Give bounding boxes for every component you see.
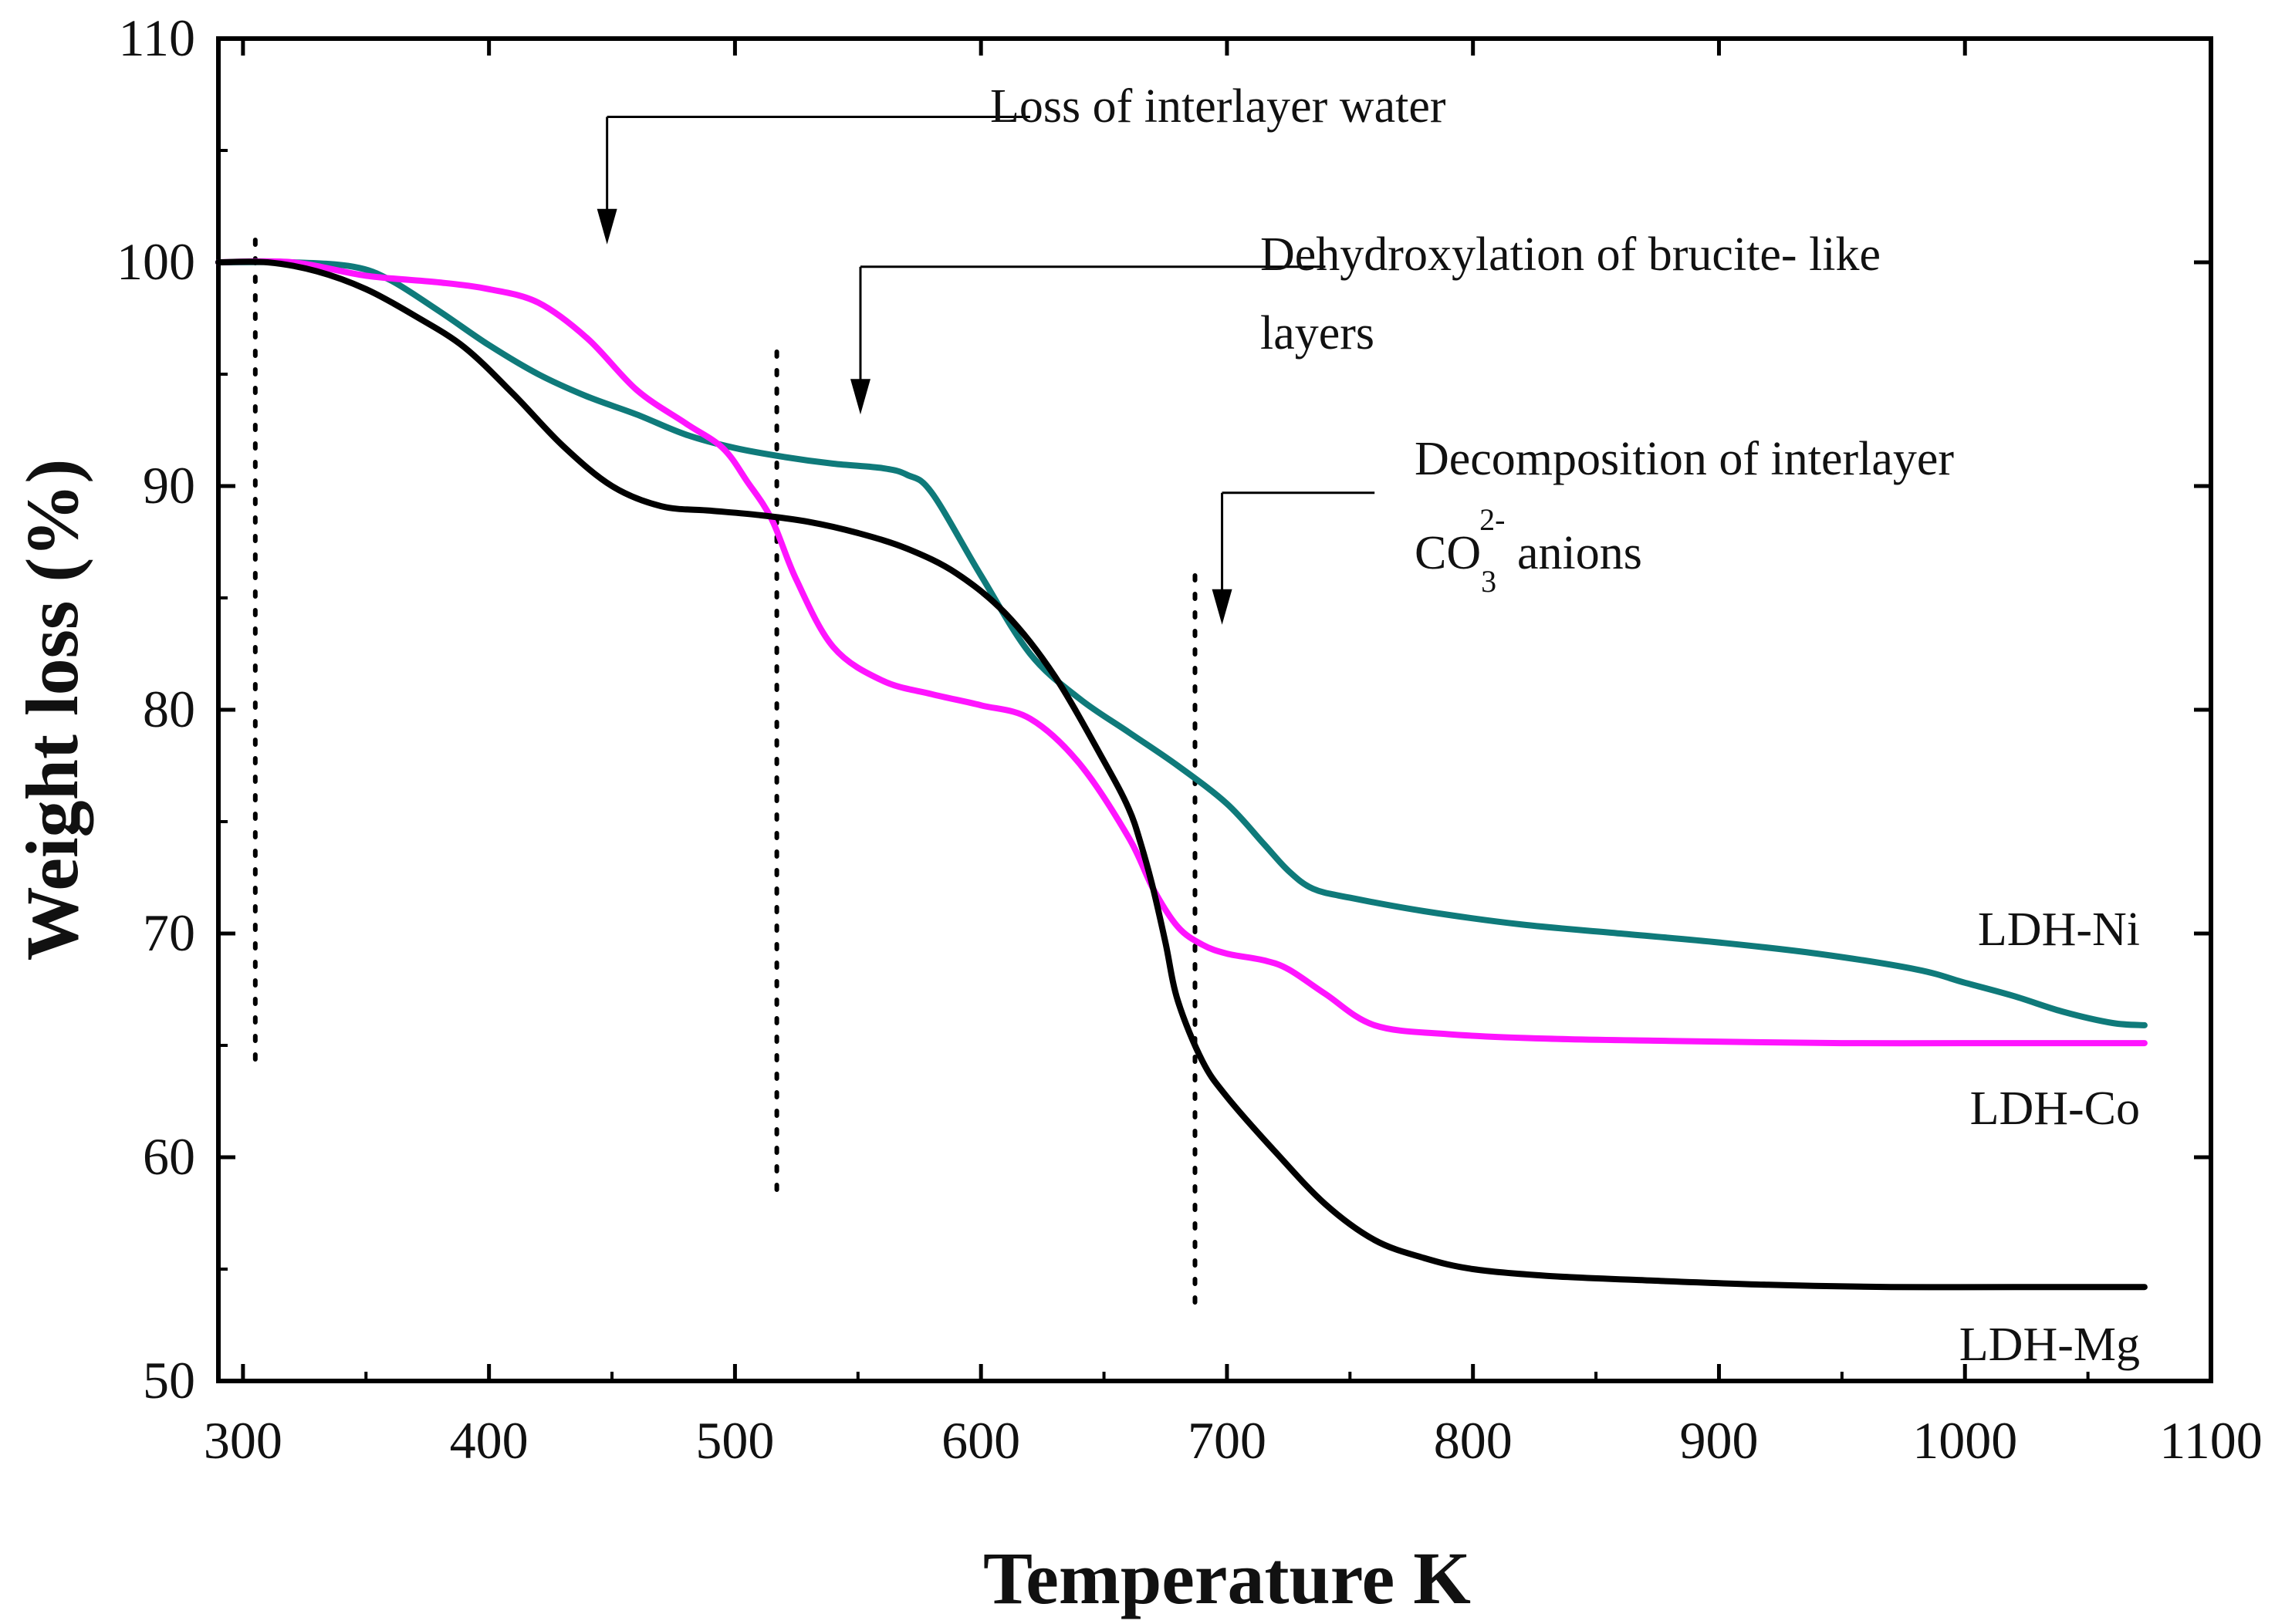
series-lines bbox=[215, 258, 2148, 1291]
y-tick-label: 60 bbox=[143, 1127, 195, 1186]
annotation-carbonate-line2: CO3 2- anions bbox=[1415, 502, 1642, 599]
y-tick-label: 70 bbox=[143, 903, 195, 962]
x-tick-labels: 300 400 500 600 700 800 900 1000 1100 bbox=[204, 1411, 2263, 1470]
x-tick-label: 900 bbox=[1679, 1411, 1758, 1470]
x-tick-label: 800 bbox=[1434, 1411, 1513, 1470]
x-tick-label: 300 bbox=[204, 1411, 282, 1470]
series-label-mg: LDH-Mg bbox=[1959, 1318, 2140, 1371]
carbonate-anions: anions bbox=[1505, 527, 1641, 579]
carbonate-co: CO bbox=[1415, 527, 1481, 579]
arrow-head-icon bbox=[1212, 589, 1232, 625]
x-tick-label: 400 bbox=[450, 1411, 529, 1470]
x-tick-label: 700 bbox=[1188, 1411, 1266, 1470]
y-tick-labels: 50 60 70 80 90 100 110 bbox=[117, 8, 195, 1410]
y-tick-label: 50 bbox=[143, 1351, 195, 1410]
axis-ticks bbox=[218, 36, 2213, 1383]
y-tick-label: 100 bbox=[117, 232, 195, 291]
x-tick-label: 600 bbox=[941, 1411, 1020, 1470]
x-tick-label: 1000 bbox=[1912, 1411, 2017, 1470]
x-tick-label: 500 bbox=[695, 1411, 774, 1470]
arrow-head-icon bbox=[597, 208, 617, 245]
series-line-ldh-ni bbox=[215, 258, 2148, 1028]
y-tick-label: 90 bbox=[143, 456, 195, 515]
plot-frame bbox=[216, 36, 2213, 1383]
arrow-head-icon bbox=[850, 379, 870, 415]
y-tick-label: 110 bbox=[119, 8, 195, 67]
series-line-ldh-co bbox=[215, 258, 2148, 1047]
y-axis-title: Weight loss (%) bbox=[11, 459, 93, 961]
annotation-dehydroxylation-line2: layers bbox=[1260, 307, 1374, 360]
x-tick-label: 1100 bbox=[2159, 1411, 2262, 1470]
series-line-ldh-mg bbox=[215, 258, 2148, 1291]
annotation-carbonate-line1: Decomposition of interlayer bbox=[1415, 433, 1954, 485]
series-label-co: LDH-Co bbox=[1970, 1082, 2140, 1135]
annotation-dehydroxylation-line1: Dehydroxylation of brucite- like bbox=[1260, 228, 1881, 281]
reference-lines bbox=[252, 238, 1198, 1316]
series-label-ni: LDH-Ni bbox=[1978, 903, 2140, 956]
carbonate-subscript: 3 bbox=[1481, 564, 1496, 599]
annotation-water: Loss of interlayer water bbox=[990, 80, 1446, 133]
annotation-arrows bbox=[597, 116, 1375, 625]
carbonate-superscript: 2- bbox=[1479, 502, 1505, 537]
y-tick-label: 80 bbox=[143, 680, 195, 738]
x-axis-title: Temperature K bbox=[983, 1537, 1471, 1619]
